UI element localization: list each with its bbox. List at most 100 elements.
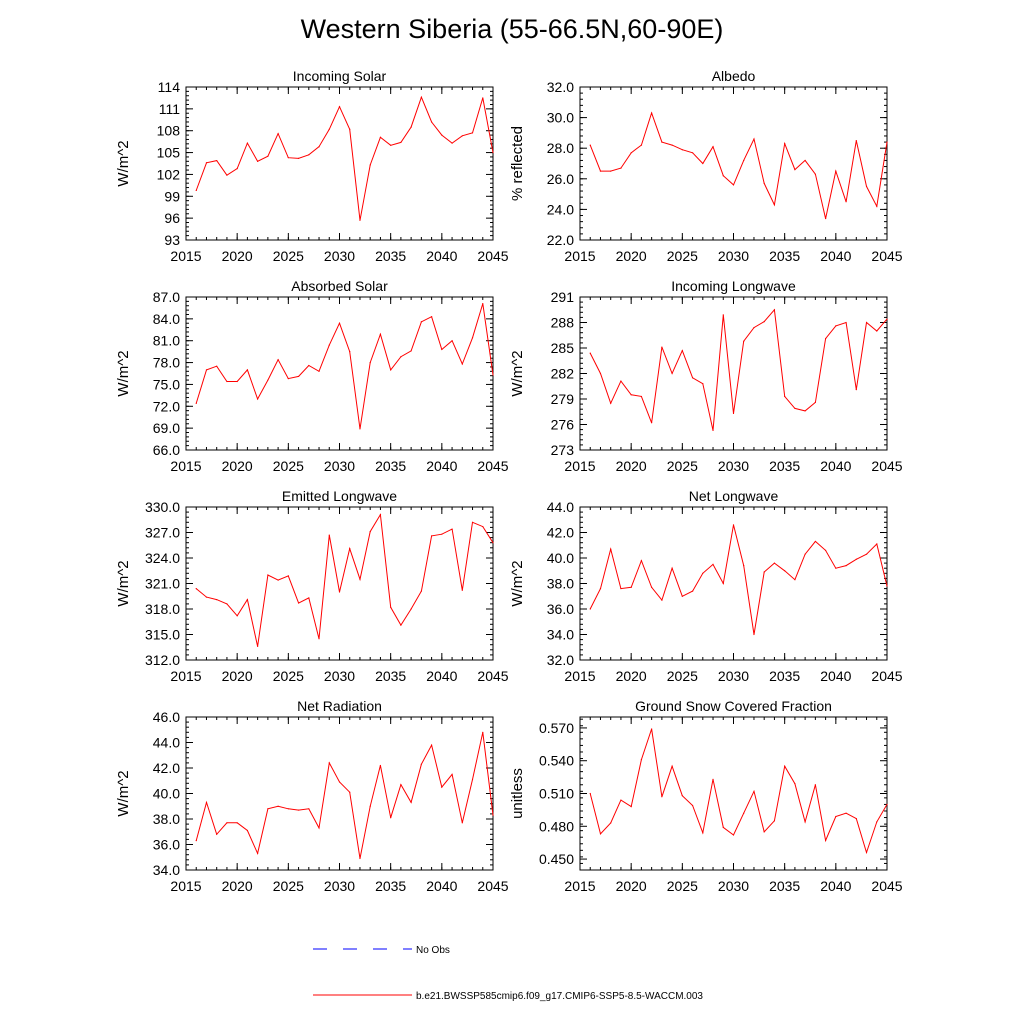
data-point [431, 744, 433, 746]
data-point [865, 321, 868, 324]
data-point [451, 773, 453, 775]
y-tick-label: 32.0 [547, 79, 574, 95]
y-axis-label: W/m^2 [115, 140, 132, 186]
data-point [349, 791, 351, 793]
y-axis-label: unitless [509, 768, 526, 819]
data-point [794, 407, 796, 409]
x-tick-label: 2020 [222, 878, 253, 894]
data-point [277, 133, 279, 135]
x-tick-label: 2025 [667, 248, 698, 264]
data-point [420, 590, 422, 592]
x-tick-label: 2025 [667, 668, 698, 684]
data-point [390, 144, 392, 146]
data-point [410, 801, 412, 804]
y-tick-label: 273 [551, 442, 575, 458]
data-point [589, 352, 591, 354]
data-point [763, 571, 765, 573]
series-line [195, 513, 494, 647]
data-point [610, 170, 612, 172]
data-point [681, 595, 683, 597]
data-point [886, 803, 888, 806]
data-point [691, 590, 694, 592]
data-point [257, 160, 259, 162]
series-line [195, 95, 494, 221]
y-tick-label: 34.0 [153, 862, 180, 878]
data-point [318, 827, 320, 829]
y-tick-label: 285 [551, 340, 575, 356]
data-point [195, 402, 197, 404]
x-tick-label: 2030 [718, 878, 749, 894]
data-point [804, 821, 806, 823]
legend-label-run: b.e21.BWSSP585cmip6.f09_g17.CMIP6-SSP5-8… [416, 991, 703, 1002]
x-tick-label: 2015 [564, 668, 595, 684]
data-point [287, 808, 289, 810]
data-point [246, 369, 248, 371]
chart-panel-incoming-longwave: 2015 2020 2025 2030 2035 2040 2045 273 276 279 282… [509, 278, 903, 474]
data-point [338, 781, 341, 783]
y-tick-label: 111 [159, 101, 180, 117]
data-point [651, 586, 653, 588]
x-tick-label: 2025 [273, 458, 304, 474]
data-point [599, 372, 602, 375]
figure-title: Western Siberia (55-66.5N,60-90E) [300, 14, 724, 44]
data-point [287, 157, 289, 159]
y-tick-label: 28.0 [547, 140, 574, 156]
data-point [681, 795, 683, 797]
data-point [441, 786, 443, 788]
y-tick-label: 72.0 [153, 398, 180, 414]
data-point [773, 562, 776, 564]
data-point [420, 321, 422, 323]
data-point [886, 318, 888, 320]
data-point [216, 599, 218, 601]
data-point [379, 333, 382, 335]
data-point [845, 812, 847, 814]
y-axis-label: % reflected [509, 126, 526, 201]
data-point [825, 217, 827, 220]
chart-panel-ground-snow-covered-fraction: 2015 2020 2025 2030 2035 2040 2045 0.450 0.480 0.… [509, 698, 903, 894]
data-point [257, 398, 259, 400]
data-point [743, 812, 745, 814]
data-point [246, 829, 248, 832]
y-tick-label: 36.0 [547, 601, 574, 617]
data-point [630, 806, 632, 808]
data-point [784, 765, 786, 767]
data-point [461, 589, 463, 591]
x-tick-label: 2045 [871, 248, 902, 264]
data-point [236, 822, 238, 824]
data-point [865, 185, 868, 188]
y-tick-label: 44.0 [153, 735, 180, 751]
x-tick-label: 2045 [871, 878, 902, 894]
data-point [712, 429, 714, 432]
data-point [681, 349, 683, 352]
x-tick-label: 2020 [616, 668, 647, 684]
x-tick-label: 2035 [375, 248, 406, 264]
data-point [441, 533, 443, 535]
data-point [835, 325, 837, 327]
x-tick-label: 2040 [426, 668, 457, 684]
data-point [691, 377, 694, 379]
data-point [794, 579, 796, 581]
data-point [661, 141, 663, 143]
data-point [410, 126, 412, 128]
data-point [630, 152, 632, 154]
x-tick-label: 2035 [769, 668, 800, 684]
data-point [400, 356, 402, 358]
series-line [589, 524, 888, 635]
data-point [712, 778, 714, 780]
data-point [732, 412, 735, 415]
data-point [236, 168, 238, 170]
y-tick-label: 24.0 [547, 201, 574, 217]
x-tick-label: 2030 [718, 668, 749, 684]
data-point [216, 159, 218, 162]
x-tick-label: 2020 [222, 458, 253, 474]
data-point [390, 606, 392, 608]
data-point [835, 815, 837, 818]
y-tick-label: 44.0 [547, 499, 574, 515]
series-line [589, 111, 888, 219]
y-tick-label: 22.0 [547, 232, 574, 248]
data-point [328, 534, 330, 536]
data-point [661, 599, 663, 601]
plot-frame [185, 716, 494, 871]
data-point [308, 808, 310, 810]
